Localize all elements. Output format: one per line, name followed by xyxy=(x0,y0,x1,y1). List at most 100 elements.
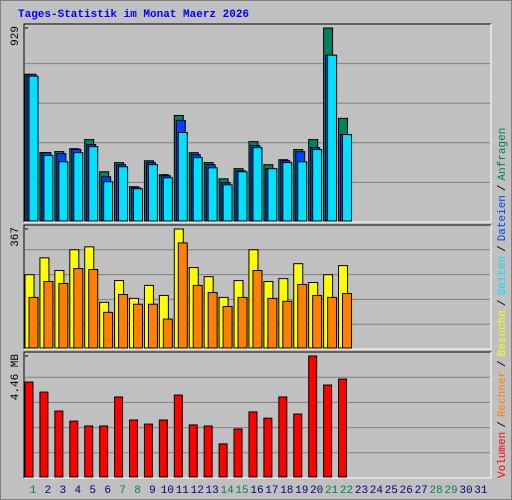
bar xyxy=(267,168,278,222)
x-tick-label: 19 xyxy=(295,485,308,497)
x-tick-label: 8 xyxy=(134,485,141,497)
bar xyxy=(69,420,79,478)
bar xyxy=(327,54,338,222)
bar xyxy=(88,269,99,349)
bar xyxy=(312,294,323,349)
legend-entry: Seiten xyxy=(497,256,509,296)
bar xyxy=(39,391,49,478)
x-tick-label: 7 xyxy=(119,485,126,497)
legend-separator: / xyxy=(497,245,509,252)
bar xyxy=(222,184,233,222)
bar xyxy=(248,411,258,478)
bar xyxy=(147,303,158,349)
x-tick-label: 21 xyxy=(325,485,339,497)
bar xyxy=(297,161,308,222)
x-tick-label: 13 xyxy=(206,485,219,497)
bar xyxy=(177,131,188,222)
bar xyxy=(237,171,248,222)
bar xyxy=(118,166,129,222)
x-tick-label: 1 xyxy=(30,485,37,497)
bar xyxy=(293,413,303,478)
x-tick-label: 3 xyxy=(60,485,67,497)
bar xyxy=(282,162,293,222)
bar xyxy=(43,155,54,222)
bar xyxy=(203,425,213,478)
bar xyxy=(342,134,353,222)
bar xyxy=(162,177,173,222)
panel-border xyxy=(23,224,491,349)
x-tick-label: 14 xyxy=(220,485,234,497)
x-tick-label: 12 xyxy=(191,485,204,497)
x-tick-label: 10 xyxy=(161,485,174,497)
x-tick-label: 11 xyxy=(176,485,190,497)
bar xyxy=(252,147,263,222)
bar xyxy=(143,423,153,478)
x-tick-label: 18 xyxy=(280,485,293,497)
legend-entry: Besuche xyxy=(497,310,509,356)
legend-separator: / xyxy=(497,184,509,191)
x-tick-label: 31 xyxy=(474,485,488,497)
bar xyxy=(114,396,124,478)
bar xyxy=(282,300,293,349)
bar xyxy=(312,149,323,222)
legend-entry: Rechner xyxy=(497,371,509,417)
bar xyxy=(28,75,39,222)
legend-separator: / xyxy=(497,360,509,367)
bar xyxy=(103,311,114,349)
x-tick-label: 28 xyxy=(430,485,443,497)
bar xyxy=(192,284,203,349)
legend-entry: Anfragen xyxy=(497,128,509,181)
legend: Volumen / Rechner / Besuche / Seiten / Dateien / A… xyxy=(497,128,509,478)
bar xyxy=(99,425,109,478)
x-tick-label: 24 xyxy=(370,485,384,497)
bar xyxy=(338,378,348,478)
bar xyxy=(173,394,183,478)
legend-separator: / xyxy=(497,421,509,428)
x-tick-label: 25 xyxy=(385,485,398,497)
panel-border xyxy=(23,351,491,478)
bar xyxy=(84,425,94,478)
x-tick-label: 16 xyxy=(250,485,263,497)
bar xyxy=(222,305,233,349)
bar xyxy=(147,164,158,222)
bar xyxy=(327,296,338,349)
x-tick-label: 22 xyxy=(340,485,353,497)
legend-entry: Dateien xyxy=(497,195,509,241)
legend-separator: / xyxy=(497,300,509,307)
legend-entry: Volumen xyxy=(497,432,509,478)
bar xyxy=(237,296,248,349)
panel-border xyxy=(24,352,492,479)
bar xyxy=(118,293,129,349)
y-tick-label: 929 xyxy=(10,26,22,46)
x-tick-label: 2 xyxy=(45,485,52,497)
bar xyxy=(58,282,69,349)
x-tick-label: 4 xyxy=(74,485,81,497)
panel-border xyxy=(24,24,492,223)
bar xyxy=(73,152,84,222)
y-tick-label: 4.46 MB xyxy=(10,354,22,401)
bar xyxy=(162,318,173,349)
chart-title: Tages-Statistik im Monat Maerz 2026 xyxy=(18,9,249,21)
bar xyxy=(308,355,318,478)
bar xyxy=(73,268,84,349)
bar xyxy=(207,292,218,349)
x-tick-label: 26 xyxy=(400,485,413,497)
x-tick-label: 15 xyxy=(235,485,248,497)
x-tick-label: 27 xyxy=(415,485,428,497)
bar xyxy=(263,417,273,478)
x-tick-label: 17 xyxy=(265,485,278,497)
bar xyxy=(129,419,139,478)
bar xyxy=(267,297,278,349)
bar xyxy=(278,396,288,478)
x-tick-label: 29 xyxy=(444,485,457,497)
x-tick-label: 30 xyxy=(459,485,472,497)
bar xyxy=(233,428,243,478)
bar xyxy=(133,188,144,222)
x-tick-label: 9 xyxy=(149,485,156,497)
bar xyxy=(24,381,34,478)
x-tick-label: 6 xyxy=(104,485,111,497)
bar xyxy=(342,293,353,349)
bar xyxy=(323,384,333,478)
bar xyxy=(88,146,99,222)
